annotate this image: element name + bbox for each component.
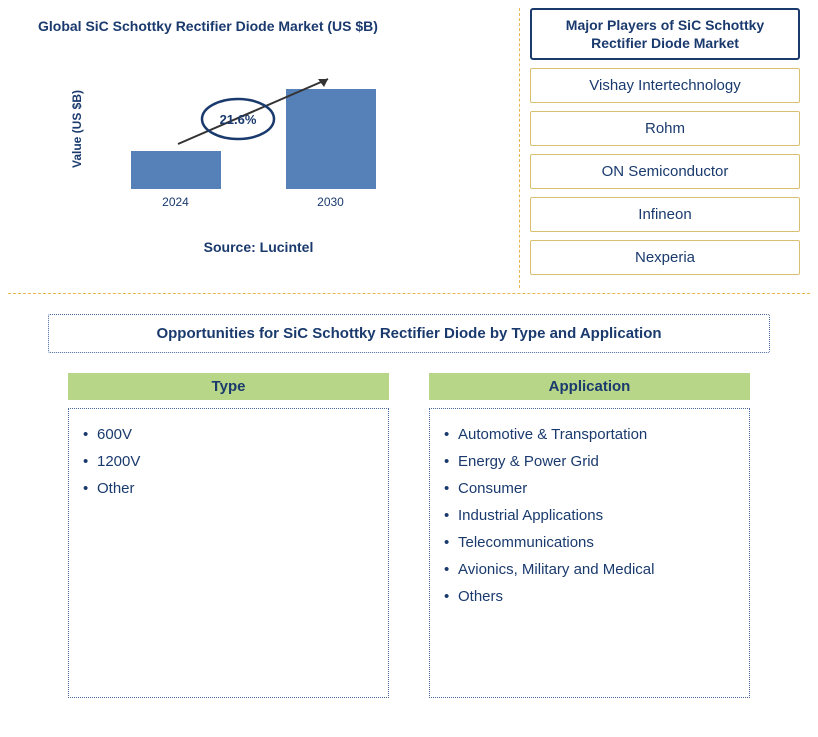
infographic-container: Global SiC Schottky Rectifier Diode Mark… — [0, 0, 818, 737]
x-axis-labels: 2024 2030 — [98, 195, 408, 209]
players-list: Vishay Intertechnology Rohm ON Semiconduct… — [530, 68, 800, 275]
type-list: 600V1200VOther — [68, 408, 389, 698]
list-item: 1200V — [83, 448, 374, 475]
opportunities-section: Opportunities for SiC Schottky Rectifier… — [8, 294, 810, 708]
player-box: Nexperia — [530, 240, 800, 275]
type-column: Type 600V1200VOther — [68, 373, 389, 698]
players-header: Major Players of SiC Schottky Rectifier … — [530, 8, 800, 60]
opportunity-columns: Type 600V1200VOther Application Automoti… — [18, 373, 800, 698]
list-item: 600V — [83, 421, 374, 448]
opportunities-title: Opportunities for SiC Schottky Rectifier… — [48, 314, 770, 353]
list-item: Industrial Applications — [444, 502, 735, 529]
list-item: Automotive & Transportation — [444, 421, 735, 448]
list-item: Telecommunications — [444, 529, 735, 556]
player-box: ON Semiconductor — [530, 154, 800, 189]
chart-title: Global SiC Schottky Rectifier Diode Mark… — [38, 18, 499, 34]
players-section: Major Players of SiC Schottky Rectifier … — [520, 8, 810, 288]
list-item: Other — [83, 475, 374, 502]
type-header: Type — [68, 373, 389, 400]
source-label: Source: Lucintel — [18, 239, 499, 255]
application-header: Application — [429, 373, 750, 400]
xlabel-1: 2030 — [317, 195, 344, 209]
list-item: Avionics, Military and Medical — [444, 556, 735, 583]
bar-2024 — [131, 151, 221, 189]
player-box: Infineon — [530, 197, 800, 232]
player-box: Vishay Intertechnology — [530, 68, 800, 103]
top-row: Global SiC Schottky Rectifier Diode Mark… — [8, 8, 810, 288]
player-box: Rohm — [530, 111, 800, 146]
application-list: Automotive & TransportationEnergy & Powe… — [429, 408, 750, 698]
chart-section: Global SiC Schottky Rectifier Diode Mark… — [8, 8, 520, 288]
bar-2030 — [286, 89, 376, 189]
y-axis-label: Value (US $B) — [70, 90, 84, 168]
bars-container — [98, 69, 408, 189]
list-item: Consumer — [444, 475, 735, 502]
bar-chart: Value (US $B) 21.6% 2024 2030 — [58, 49, 418, 209]
xlabel-0: 2024 — [162, 195, 189, 209]
list-item: Energy & Power Grid — [444, 448, 735, 475]
list-item: Others — [444, 583, 735, 610]
application-column: Application Automotive & TransportationE… — [429, 373, 750, 698]
